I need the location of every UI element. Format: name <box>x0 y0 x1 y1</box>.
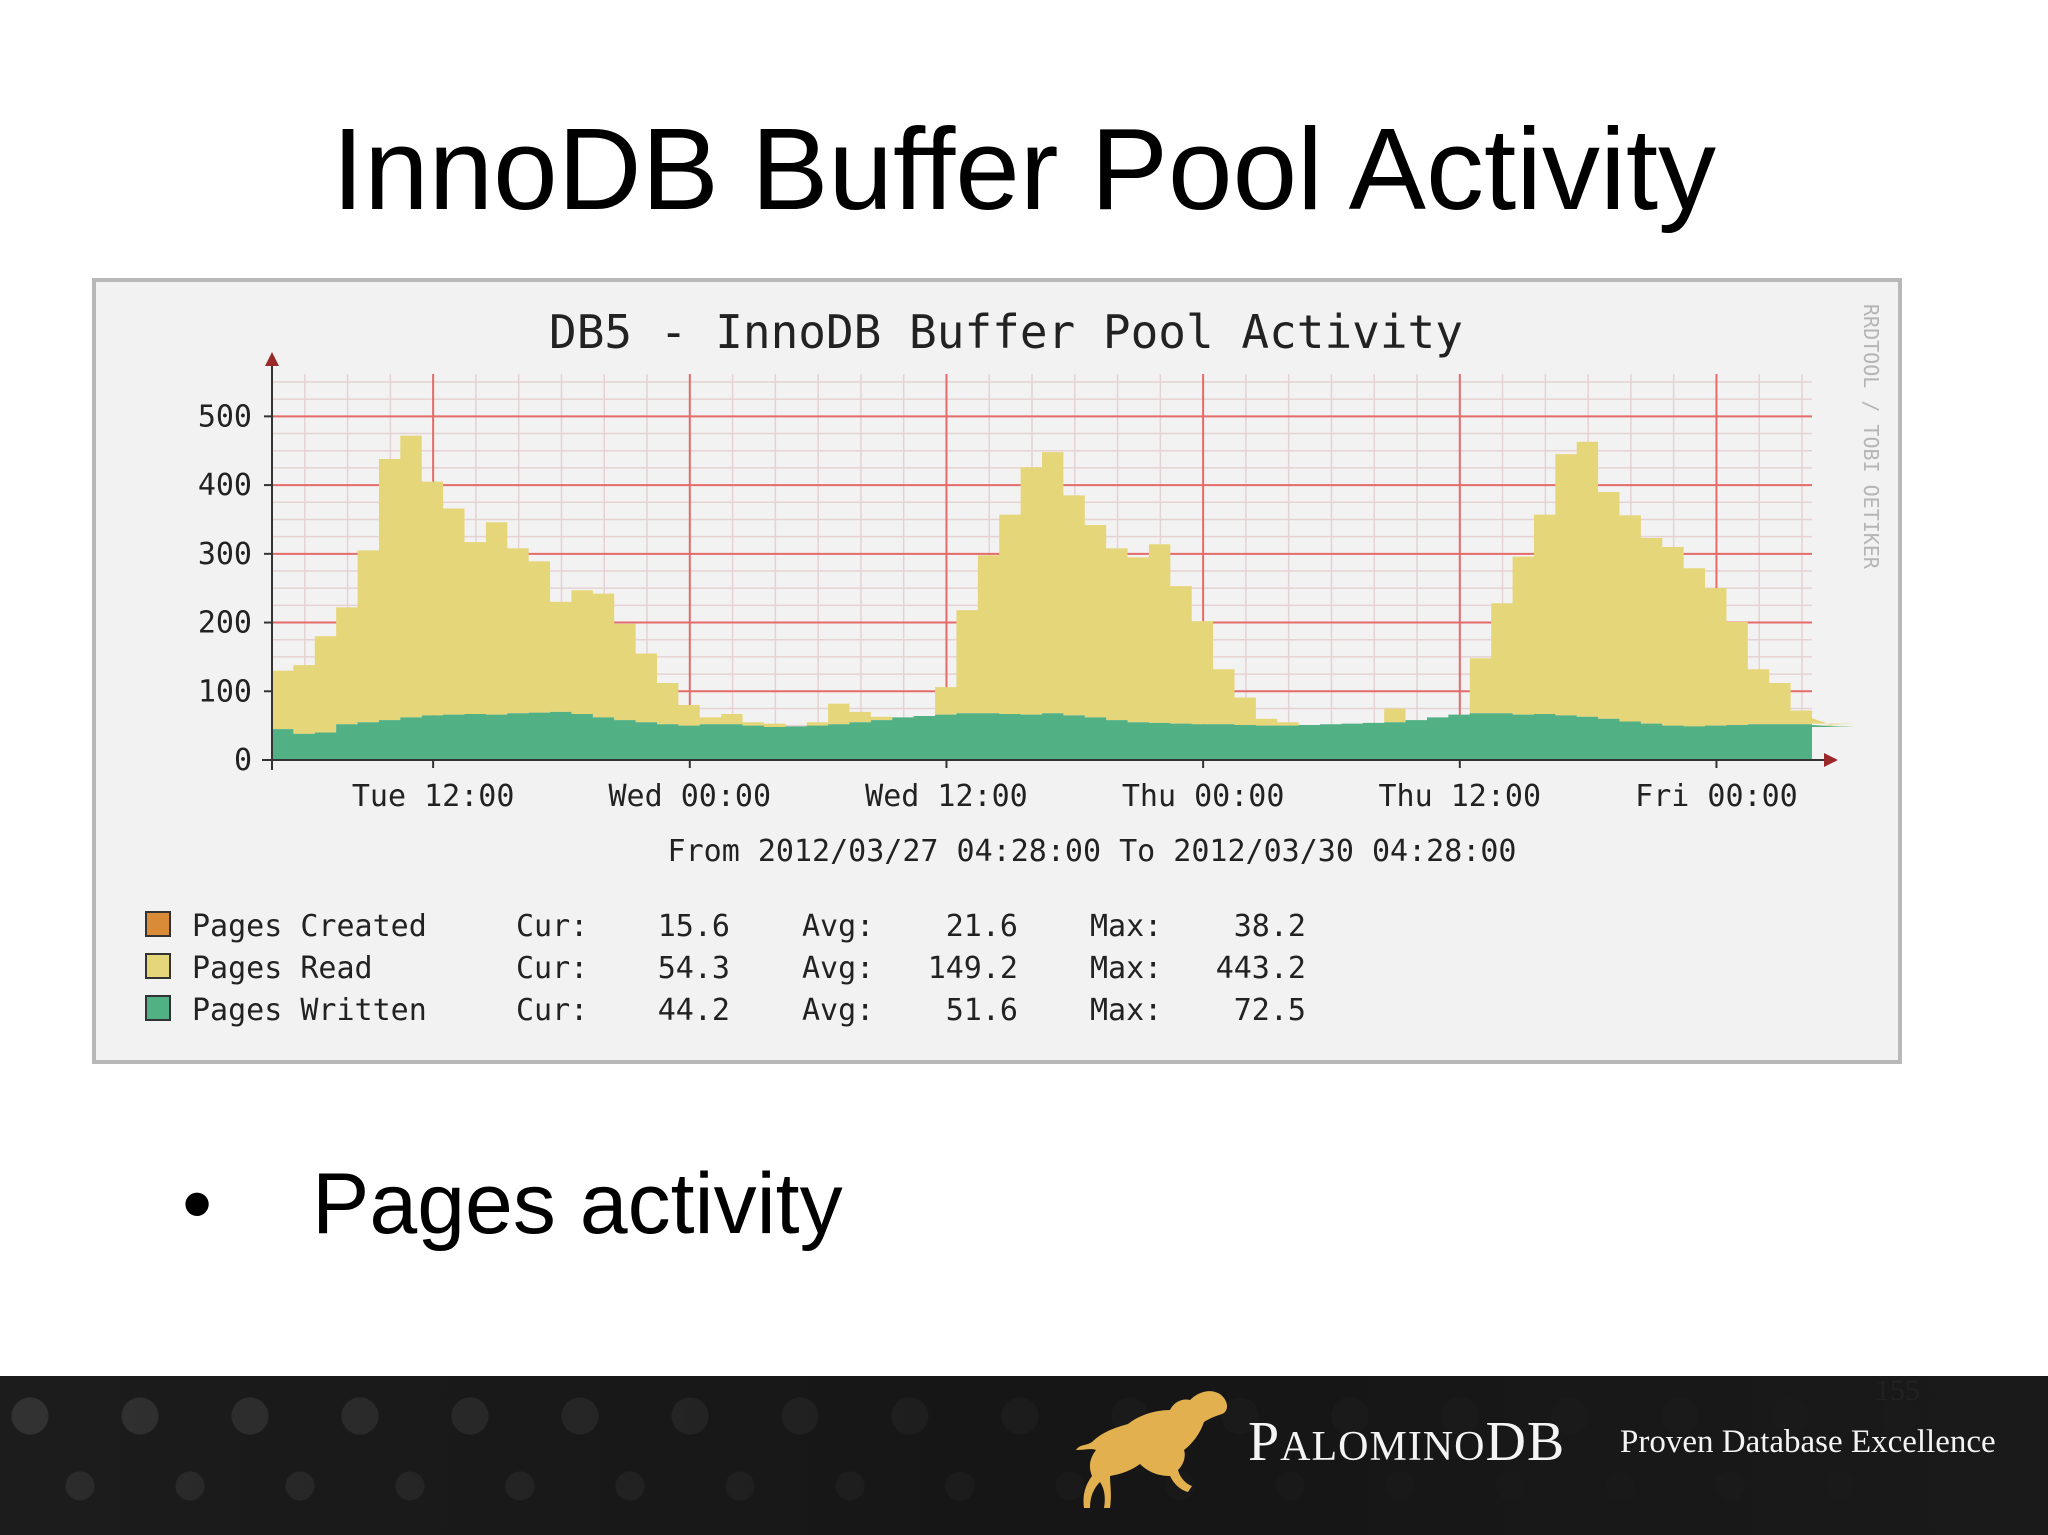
legend-cur-value: 54.3 <box>658 951 730 986</box>
area-layer <box>272 435 1855 760</box>
legend-series-name: Pages Created <box>192 909 427 944</box>
y-tick-label: 0 <box>234 743 252 778</box>
legend-cur-label: Cur: <box>516 951 588 986</box>
horse-icon <box>1076 1391 1227 1508</box>
y-tick-label: 400 <box>198 468 252 503</box>
legend-avg-label: Avg: <box>802 951 874 986</box>
legend-avg-label: Avg: <box>802 909 874 944</box>
legend-max-label: Max: <box>1090 993 1162 1028</box>
brand-rest: ALOMINO <box>1280 1424 1486 1470</box>
legend-max-value: 38.2 <box>1234 909 1306 944</box>
tick-label-layer: 0 100 200 300 400 500 Tue 12:00 Wed 00:00 Wed 12… <box>198 399 1798 814</box>
legend-max-value: 443.2 <box>1216 951 1306 986</box>
x-tick-label: Tue 12:00 <box>352 779 515 814</box>
y-tick-label: 200 <box>198 606 252 641</box>
legend-swatch-created <box>145 911 171 937</box>
date-range-label: From 2012/03/27 04:28:00 To 2012/03/30 0… <box>668 834 1517 869</box>
y-tick-label: 300 <box>198 537 252 572</box>
legend-swatch-written <box>145 995 171 1021</box>
x-tick-label: Wed 00:00 <box>609 779 772 814</box>
axis-layer <box>262 352 1838 770</box>
bullet-item: • Pages activity <box>182 1155 843 1254</box>
series-area-pages-read <box>272 435 1855 734</box>
x-tick-label: Thu 00:00 <box>1122 779 1285 814</box>
x-axis-arrow <box>1824 753 1838 767</box>
page-number: 155 <box>1875 1374 1920 1407</box>
legend-series-name: Pages Written <box>192 993 427 1028</box>
footer-bar <box>0 1376 2048 1535</box>
legend-cur-label: Cur: <box>516 909 588 944</box>
legend-series-name: Pages Read <box>192 951 373 986</box>
legend-avg-value: 51.6 <box>946 993 1018 1028</box>
legend-max-label: Max: <box>1090 951 1162 986</box>
legend-avg-label: Avg: <box>802 993 874 1028</box>
brand-name: PALOMINODB <box>1248 1410 1565 1474</box>
slide-title: InnoDB Buffer Pool Activity <box>331 104 1717 234</box>
chart-panel: DB5 - InnoDB Buffer Pool Activity RRDTOO… <box>92 278 1902 1064</box>
brand-tagline: Proven Database Excellence <box>1620 1424 1996 1460</box>
y-axis-arrow <box>265 352 279 366</box>
y-tick-label: 100 <box>198 674 252 709</box>
legend-avg-value: 21.6 <box>946 909 1018 944</box>
brand-last: DB <box>1485 1411 1566 1473</box>
brand-first: P <box>1248 1411 1281 1473</box>
legend-avg-value: 149.2 <box>928 951 1018 986</box>
bullet-text: Pages activity <box>312 1156 843 1252</box>
chart-title: DB5 - InnoDB Buffer Pool Activity <box>549 305 1463 359</box>
chart-svg: DB5 - InnoDB Buffer Pool Activity RRDTOO… <box>145 304 1883 1028</box>
x-tick-label: Thu 12:00 <box>1379 779 1542 814</box>
bullet-dot: • <box>182 1156 213 1252</box>
legend-max-label: Max: <box>1090 909 1162 944</box>
y-tick-label: 500 <box>198 399 252 434</box>
rrdtool-watermark: RRDTOOL / TOBI OETIKER <box>1859 304 1883 570</box>
legend: Pages Created Cur: 15.6 Avg: 21.6 Max: 38.2 Pag… <box>145 909 1306 1028</box>
x-tick-label: Wed 12:00 <box>865 779 1028 814</box>
legend-cur-label: Cur: <box>516 993 588 1028</box>
legend-swatch-read <box>145 953 171 979</box>
series-area-pages-written <box>272 711 1855 760</box>
legend-cur-value: 15.6 <box>658 909 730 944</box>
x-tick-label: Fri 00:00 <box>1635 779 1798 814</box>
legend-max-value: 72.5 <box>1234 993 1306 1028</box>
legend-cur-value: 44.2 <box>658 993 730 1028</box>
